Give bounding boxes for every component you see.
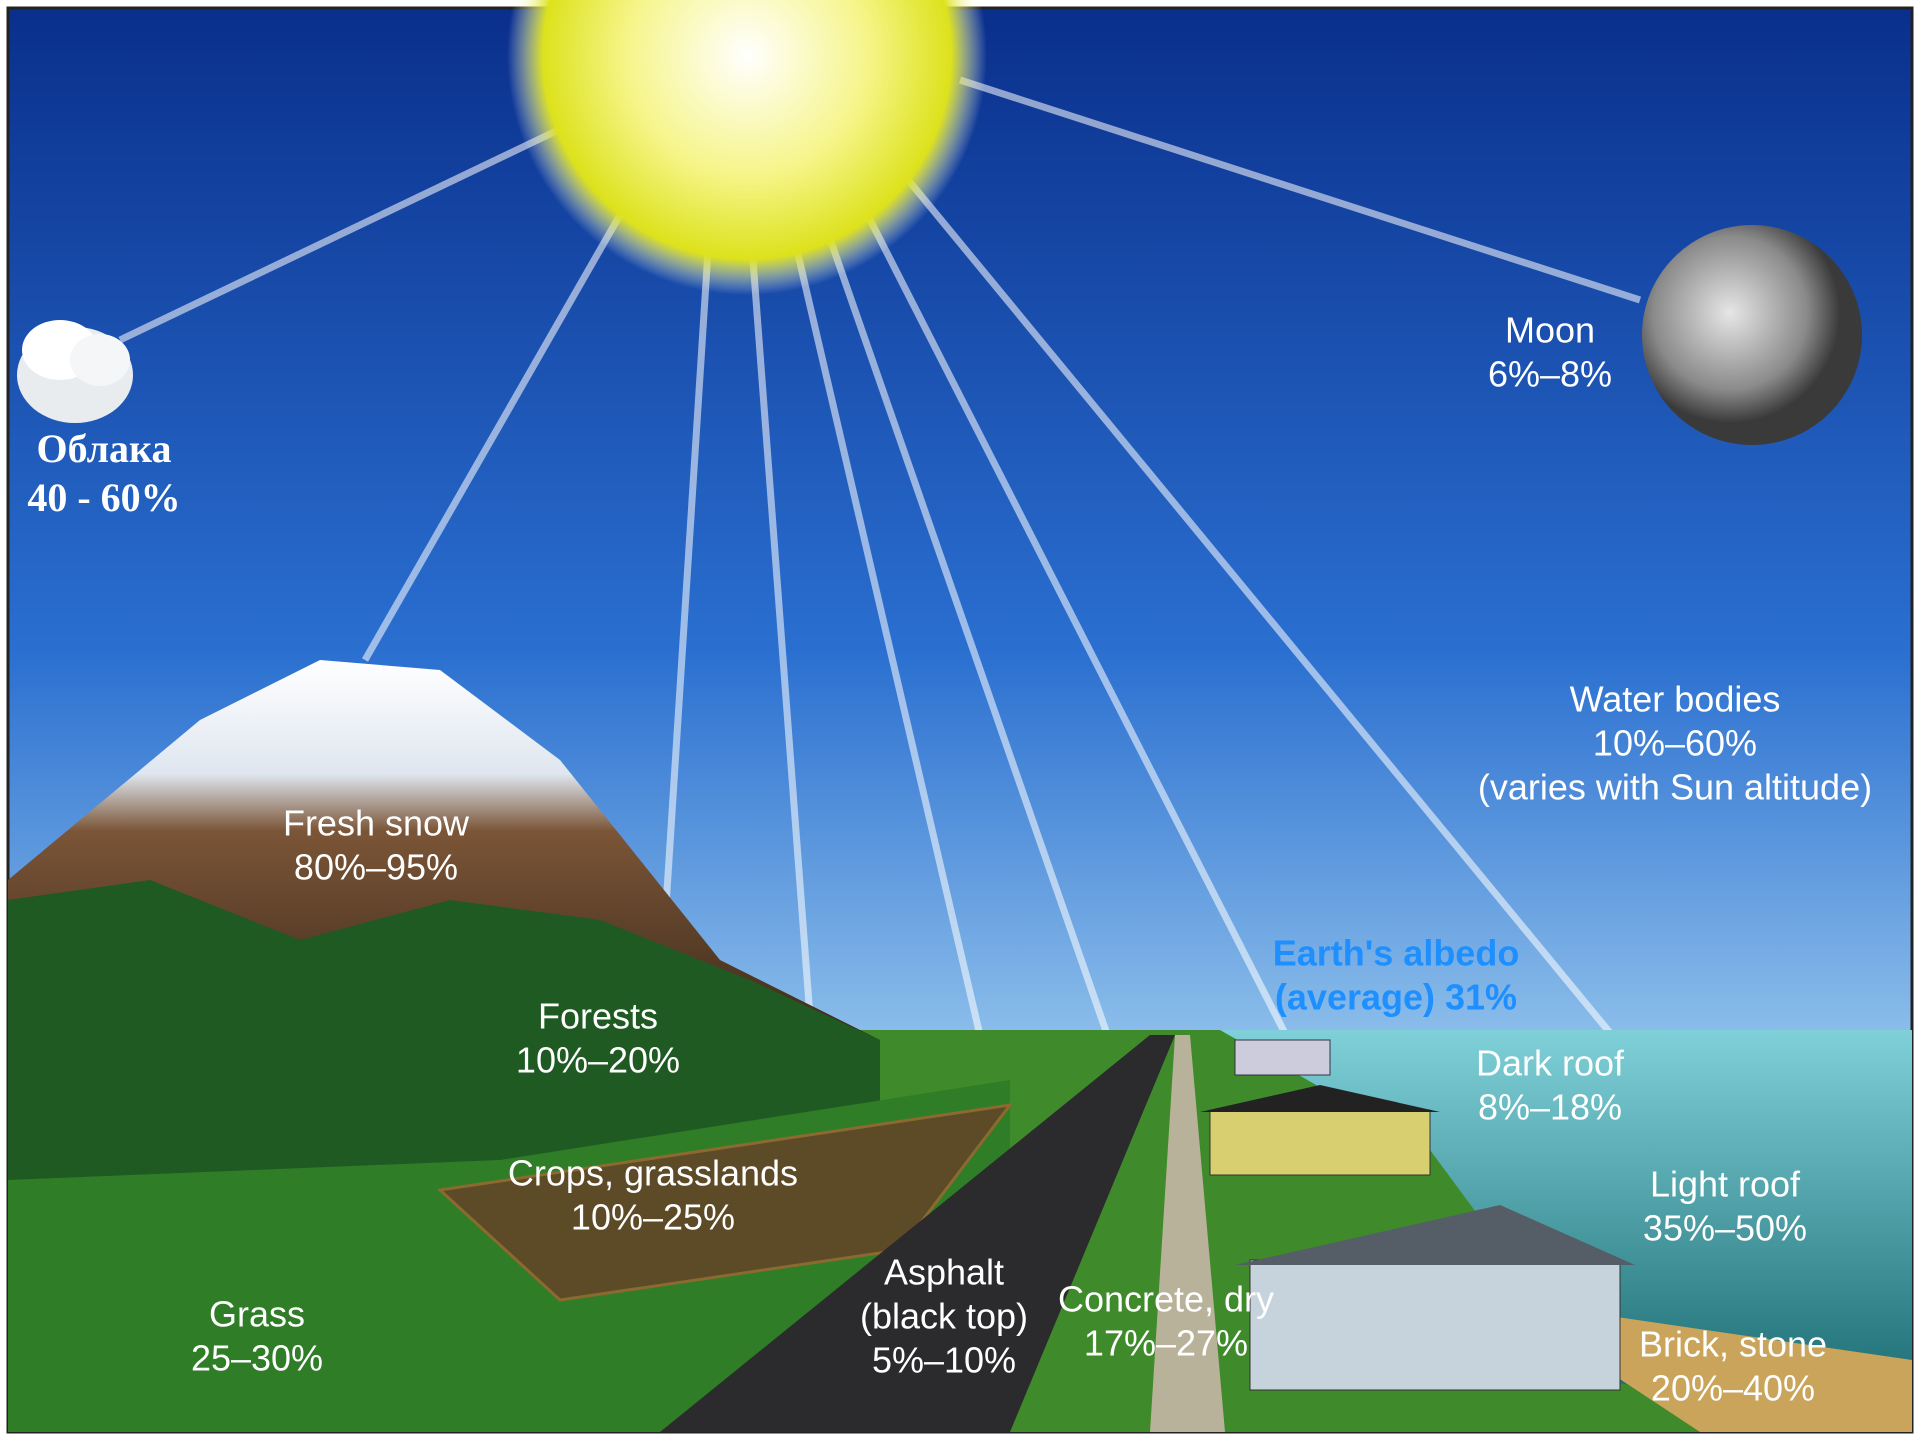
albedo-label: 40 - 60% — [27, 475, 180, 520]
albedo-label: Concrete, dry — [1058, 1279, 1274, 1320]
albedo-label: (black top) — [860, 1296, 1028, 1337]
albedo-label: 10%–20% — [516, 1040, 680, 1081]
albedo-label: Облака — [37, 426, 172, 471]
albedo-label: Dark roof — [1476, 1043, 1625, 1084]
moon — [1642, 225, 1862, 445]
albedo-label: 8%–18% — [1478, 1087, 1622, 1128]
albedo-label: (average) 31% — [1275, 977, 1517, 1018]
albedo-label: Earth's albedo — [1273, 933, 1520, 974]
albedo-label: 5%–10% — [872, 1340, 1016, 1381]
albedo-label: (varies with Sun altitude) — [1478, 767, 1872, 808]
albedo-label: 20%–40% — [1651, 1368, 1815, 1409]
albedo-label: 25–30% — [191, 1338, 323, 1379]
albedo-label: Water bodies — [1570, 679, 1781, 720]
albedo-label: Light roof — [1650, 1164, 1801, 1205]
albedo-label: 6%–8% — [1488, 354, 1612, 395]
albedo-label: 35%–50% — [1643, 1208, 1807, 1249]
albedo-label: Brick, stone — [1639, 1324, 1827, 1365]
albedo-label: Asphalt — [884, 1252, 1004, 1293]
albedo-label: 10%–60% — [1593, 723, 1757, 764]
albedo-label: Moon — [1505, 310, 1595, 351]
albedo-label: 17%–27% — [1084, 1323, 1248, 1364]
albedo-label: Crops, grasslands — [508, 1153, 798, 1194]
albedo-label: 80%–95% — [294, 847, 458, 888]
albedo-illustration: Облака40 - 60% Moon6%–8% Water bodies10%–6… — [0, 0, 1920, 1440]
albedo-label: 10%–25% — [571, 1197, 735, 1238]
albedo-label: Fresh snow — [283, 803, 470, 844]
page: Облака40 - 60% Moon6%–8% Water bodies10%–6… — [0, 0, 1920, 1440]
albedo-label: Forests — [538, 996, 658, 1037]
albedo-label: Grass — [209, 1294, 305, 1335]
